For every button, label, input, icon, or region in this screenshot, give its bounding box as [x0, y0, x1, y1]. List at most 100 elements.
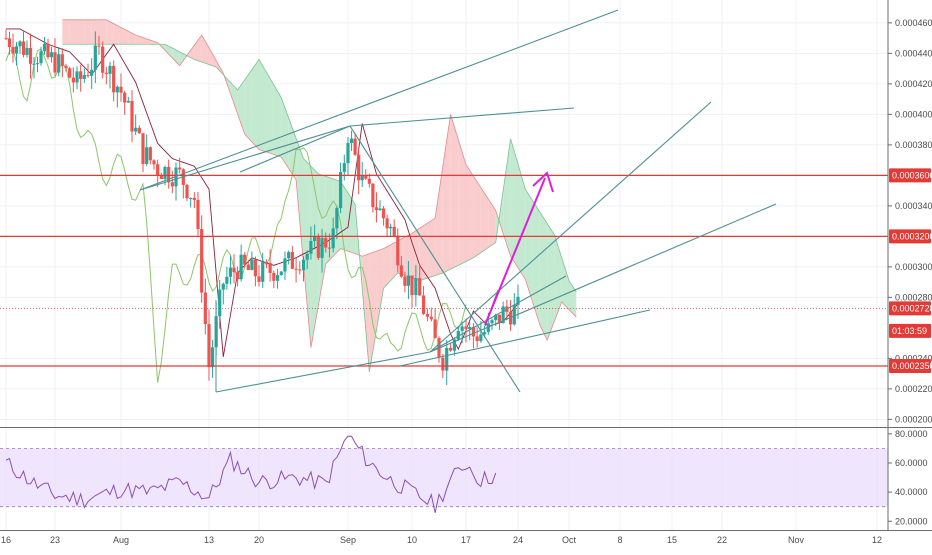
candle-body — [86, 75, 90, 77]
candle-body — [257, 276, 261, 282]
cloud-span-b — [62, 43, 577, 373]
candle-body — [159, 175, 163, 179]
x-tick-label: 13 — [204, 535, 214, 545]
candle-body — [108, 65, 112, 74]
candle-body — [235, 272, 240, 280]
candle-body — [410, 275, 414, 296]
candle-body — [290, 252, 294, 269]
candle-body — [367, 178, 371, 184]
candles-layer — [4, 29, 520, 385]
candle-body — [243, 254, 247, 265]
candle-body — [189, 197, 193, 199]
cloud-segment — [404, 233, 412, 279]
candle-body — [112, 65, 116, 93]
price-tag — [889, 323, 931, 338]
candle-body — [137, 127, 141, 134]
drawings-layer — [0, 9, 888, 393]
x-tick-label: 23 — [50, 535, 60, 545]
cloud-segment — [383, 244, 391, 289]
candle-body — [218, 289, 222, 317]
price-tag — [889, 359, 931, 373]
candle-body — [75, 71, 79, 83]
candle-body — [192, 197, 196, 200]
cloud-segment — [458, 139, 466, 266]
cloud-segment — [259, 59, 267, 152]
candle-body — [360, 176, 364, 181]
candle-body — [335, 208, 339, 229]
x-tick-label: 20 — [254, 535, 264, 545]
candle-body — [170, 182, 174, 187]
candle-body — [126, 100, 130, 103]
price-tag — [889, 229, 931, 244]
candle-body — [18, 41, 22, 47]
candle-body — [200, 229, 204, 293]
cloud-segment — [539, 211, 548, 341]
trendline — [429, 101, 712, 353]
candle-body — [4, 38, 8, 40]
cloud-segment — [325, 176, 334, 264]
x-tick-label: 12 — [872, 535, 882, 545]
cloud-segment — [518, 163, 526, 280]
candle-body — [445, 347, 449, 371]
candle-body — [486, 323, 490, 333]
y-tick-label: 0.0002000 — [895, 414, 932, 424]
cloud-segment — [525, 189, 533, 302]
rsi-y-tick-label: 80.0000 — [895, 429, 928, 439]
candle-body — [389, 226, 393, 229]
cloud-segment — [362, 253, 370, 373]
candle-body — [7, 38, 12, 48]
candle-body — [342, 163, 346, 172]
candle-body — [464, 326, 468, 329]
candle-body — [338, 171, 343, 209]
candle-body — [287, 252, 291, 259]
candle-body — [378, 208, 382, 211]
base-line — [6, 28, 519, 357]
candle-body — [25, 47, 29, 55]
candle-body — [64, 65, 68, 69]
candle-body — [392, 226, 396, 236]
candle-body — [141, 133, 145, 164]
trendline — [429, 275, 567, 353]
cloud-segment — [376, 248, 384, 331]
candle-body — [264, 262, 269, 264]
candle-body — [501, 306, 505, 324]
cloud-segment — [201, 35, 209, 65]
candle-body — [68, 68, 72, 78]
cloud-segment — [450, 114, 459, 270]
candle-body — [28, 47, 33, 64]
cloud-segment — [165, 44, 173, 58]
cloud-segment — [143, 37, 151, 45]
rsi-layer — [0, 435, 888, 513]
projection-arrow-line — [484, 177, 546, 326]
cloud-segment — [296, 138, 304, 264]
candle-body — [516, 296, 520, 305]
candle-body — [371, 183, 375, 208]
candle-body — [414, 278, 418, 296]
candle-body — [53, 52, 57, 73]
candle-body — [49, 52, 54, 58]
candle-body — [403, 276, 407, 286]
cloud-segment — [251, 59, 259, 150]
cloud-segment — [77, 19, 85, 45]
candle-body — [512, 304, 516, 325]
candle-body — [46, 43, 50, 58]
candle-body — [156, 164, 160, 176]
cloud-segment — [554, 234, 562, 322]
candle-body — [152, 160, 156, 165]
candle-body — [32, 63, 36, 65]
cloud-segment — [84, 19, 92, 45]
trendline — [215, 351, 431, 393]
candle-body — [381, 208, 386, 219]
cloud-segment — [187, 45, 195, 60]
candle-body — [210, 347, 215, 368]
candle-body — [90, 69, 94, 76]
candle-body — [429, 316, 433, 320]
projection-arrowhead — [532, 171, 554, 193]
candle-body — [178, 167, 182, 170]
cloud-segment — [427, 218, 436, 279]
trendline — [139, 9, 619, 191]
